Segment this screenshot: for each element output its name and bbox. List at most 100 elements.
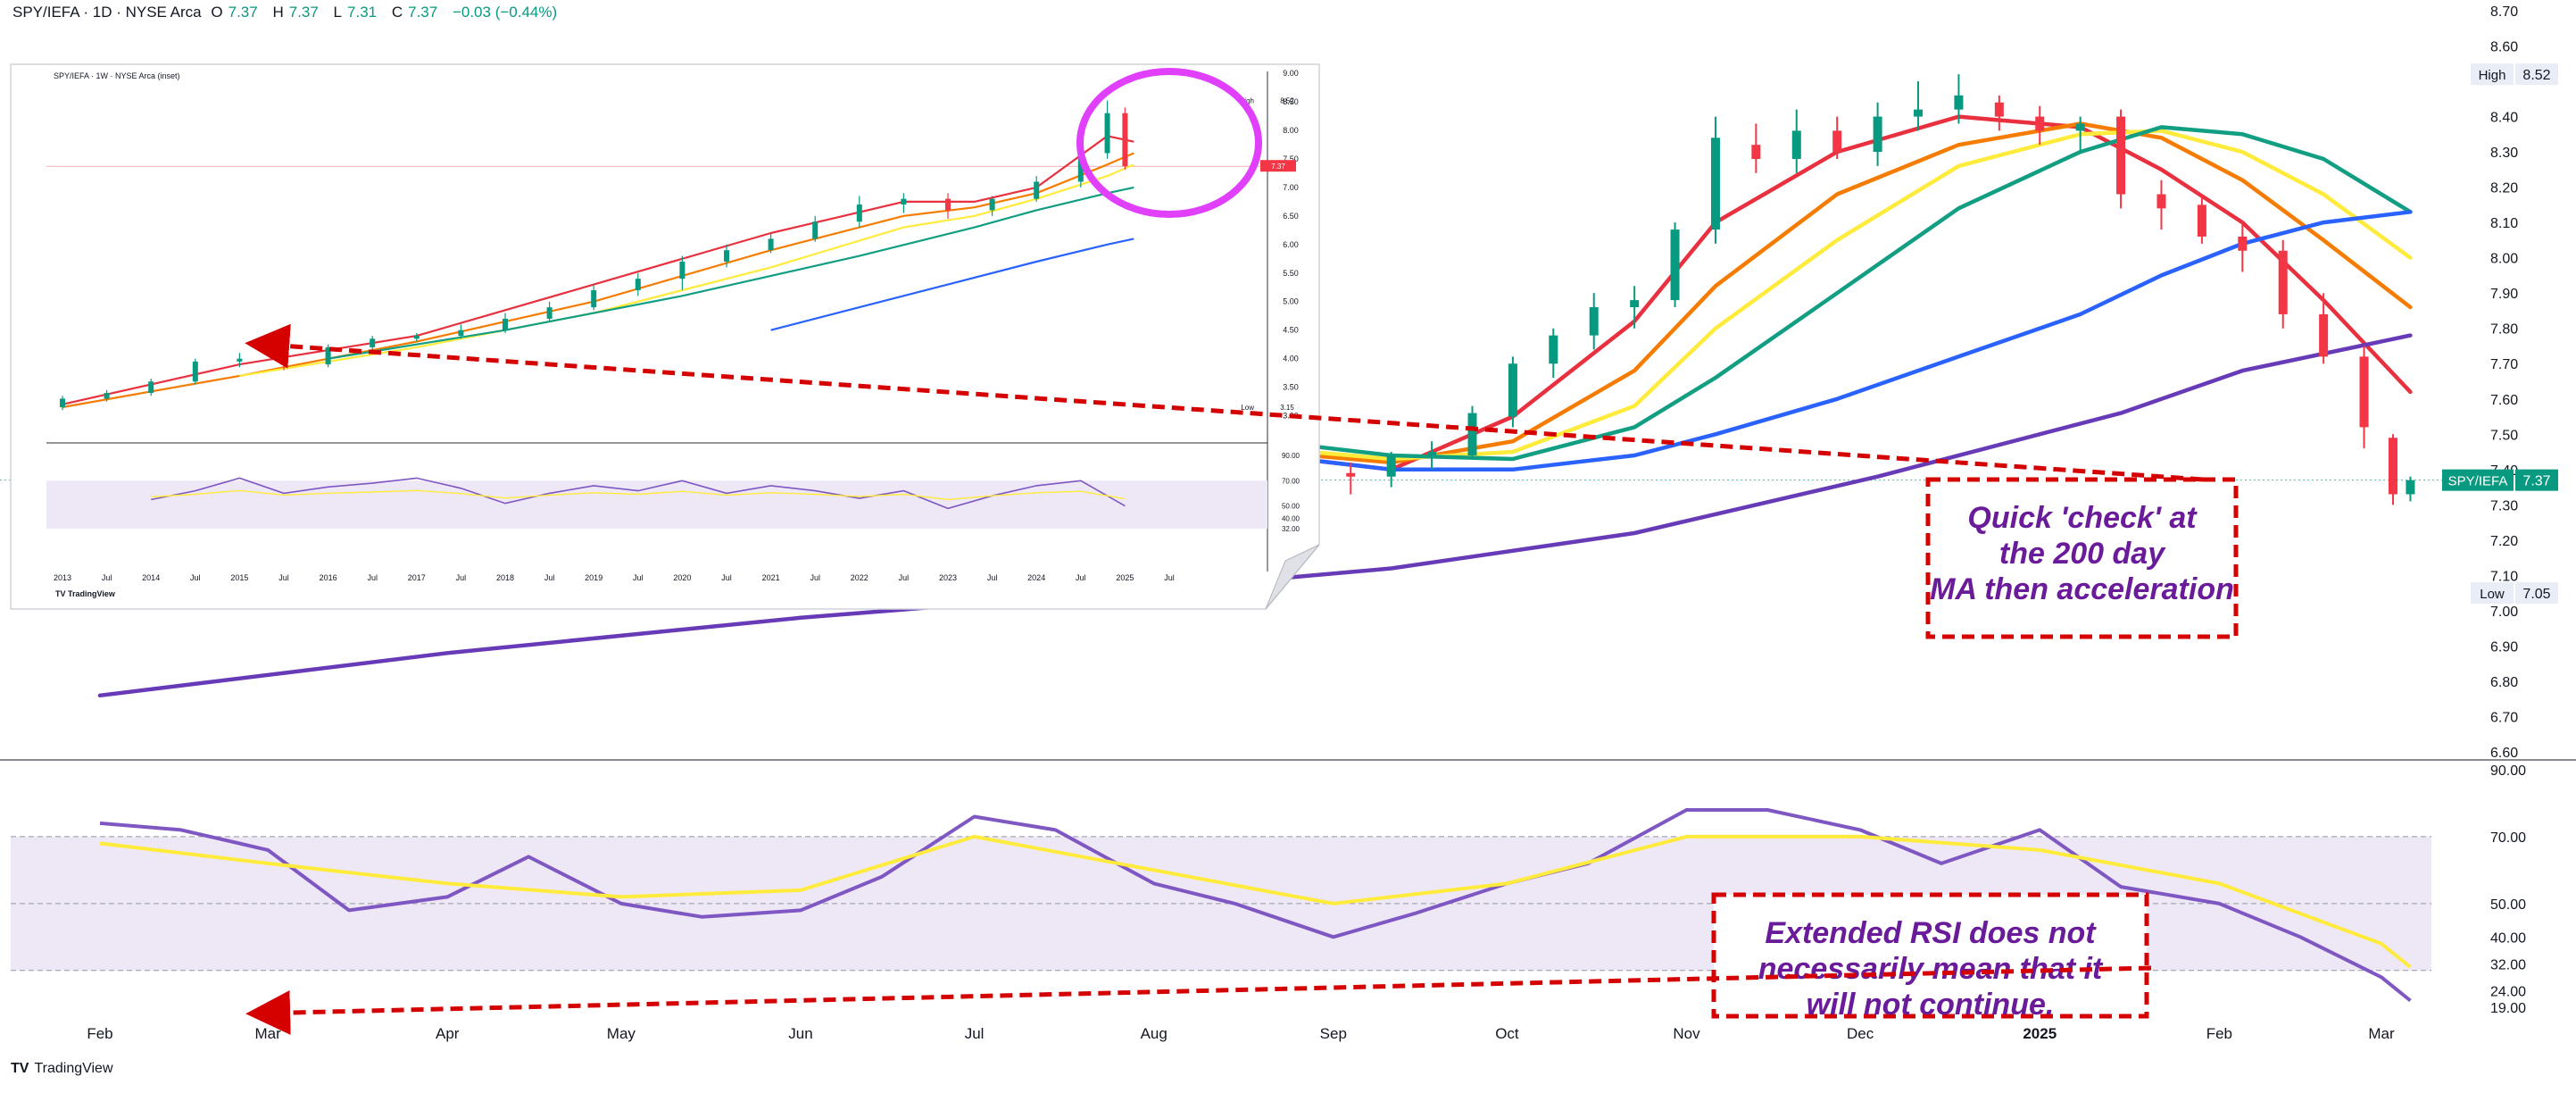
inset-candle-body <box>503 318 508 330</box>
inset-candle-body <box>1034 181 1040 199</box>
inset-candle-body <box>901 198 907 205</box>
time-axis-label: May <box>607 1025 636 1042</box>
inset-time-axis-label: 2016 <box>320 573 337 582</box>
inset-candle-body <box>370 338 376 347</box>
change-readout: −0.03 (−0.44%) <box>452 4 558 21</box>
candle-body <box>2359 356 2369 428</box>
candles-group <box>1265 74 2415 505</box>
annotation-extended-rsi-box <box>1711 892 2149 1019</box>
last-price-value-bg <box>2515 469 2558 491</box>
time-axis-label: Feb <box>2206 1025 2232 1042</box>
rsi-series-line <box>99 834 2412 969</box>
candle-body <box>1994 102 2004 117</box>
inset-candle-body <box>591 289 597 308</box>
inset-candle-body <box>1104 113 1110 154</box>
low-badge-value-bg <box>2515 582 2558 605</box>
candle-body <box>1670 229 1680 301</box>
time-axis-label: Mar <box>254 1025 281 1042</box>
low-badge: Low 7.05 <box>2471 582 2558 605</box>
inset-last-badge: 7.37 <box>1271 163 1285 171</box>
inset-high-label: High <box>1240 97 1254 105</box>
price-axis-label: 7.50 <box>2490 428 2518 443</box>
inset-candle-body <box>768 238 774 251</box>
inset-time-axis-label: Jul <box>810 573 820 582</box>
inset-price-axis-label: 6.00 <box>1283 240 1299 249</box>
price-axis-label: 7.00 <box>2490 605 2518 620</box>
high-readout: H 7.37 <box>272 4 323 21</box>
price-axis-label: 8.40 <box>2490 111 2518 126</box>
inset-candle-body <box>945 198 951 211</box>
inset-page-curl <box>1265 544 1320 610</box>
inset-time-axis-label: 2018 <box>496 573 514 582</box>
rsi-axis-label: 70.00 <box>2490 830 2526 846</box>
candle-body <box>1914 109 1924 117</box>
inset-price-axis-label: 4.50 <box>1283 326 1299 335</box>
inset-candle-body <box>148 381 154 394</box>
inset-time-axis-label: 2023 <box>939 573 957 582</box>
price-axis-label: 7.60 <box>2490 393 2518 408</box>
low-badge-label-bg <box>2471 582 2514 605</box>
inset-candle-body <box>679 261 686 280</box>
inset-candle-body <box>812 221 819 239</box>
inset-moving-average-line <box>328 186 1134 360</box>
inset-time-axis-label: Jul <box>544 573 555 582</box>
open-readout: O 7.37 <box>211 4 262 21</box>
inset-time-axis-label: 2013 <box>54 573 71 582</box>
inset-rsi-band <box>46 480 1267 529</box>
annotation-extended-rsi-text: Extended RSI does not necessarily mean th… <box>1758 916 2104 1022</box>
candle-body <box>1589 307 1599 336</box>
candle-body <box>2388 438 2397 495</box>
time-axis-label: Feb <box>87 1025 112 1042</box>
inset-rsi-axis-label: 40.00 <box>1282 515 1300 523</box>
candle-body <box>1832 130 1842 153</box>
inset-time-axis-label: Jul <box>1076 573 1086 582</box>
tradingview-logo[interactable]: TV TradingView <box>11 1061 113 1077</box>
inset-candle-body <box>104 393 110 399</box>
time-axis-label: Nov <box>1673 1025 1700 1042</box>
candle-body <box>2238 236 2248 251</box>
moving-average-line <box>1267 129 2413 462</box>
price-axis-label: 7.30 <box>2490 498 2518 513</box>
time-axis: Feb Mar Apr May Jun Jul Aug Sep Oct Nov Dec 2025 Feb… <box>87 1025 2395 1042</box>
high-badge-value-bg <box>2515 63 2558 86</box>
rsi-axis-label: 90.00 <box>2490 763 2526 779</box>
inset-time-axis-label: Jul <box>456 573 467 582</box>
candle-body <box>1873 116 1882 153</box>
close-value: 7.37 <box>408 4 438 21</box>
low-value: 7.31 <box>347 4 378 21</box>
inset-time-axis-label: Jul <box>278 573 289 582</box>
inset-price-axis-label: 4.00 <box>1283 355 1299 363</box>
symbol-label[interactable]: SPY/IEFA · 1D · NYSE Arca <box>12 4 202 21</box>
tradingview-logo-text: TradingView <box>34 1061 113 1076</box>
inset-candle-body <box>281 358 287 365</box>
annotation-extended-rsi-text-line: Extended RSI does not <box>1765 916 2097 950</box>
high-badge-label-bg <box>2471 63 2514 86</box>
open-label: O <box>211 4 223 21</box>
inset-moving-average-line <box>770 238 1134 331</box>
moving-average-line <box>1267 114 2413 472</box>
candle-body <box>2075 123 2085 131</box>
inset-rsi-line <box>151 477 1126 510</box>
candle-body <box>1549 335 1558 364</box>
candle-body <box>2116 116 2126 195</box>
time-axis-label: Mar <box>2368 1025 2395 1042</box>
inset-time-axis-label: Jul <box>367 573 378 582</box>
annotation-200-day-ma-text: Quick 'check' at the 200 day MA then accel… <box>1930 501 2234 606</box>
highlight-ring <box>1076 68 1262 218</box>
tradingview-logo-icon: TV <box>11 1061 29 1076</box>
candle-body <box>1427 452 1437 455</box>
inset-price-axis-label: 8.50 <box>1283 97 1299 106</box>
inset-rsi-axis-label: 90.00 <box>1282 452 1300 460</box>
candle-body <box>1630 300 1640 307</box>
inset-candle-body <box>192 361 198 382</box>
high-badge-label: High <box>2479 68 2506 83</box>
price-axis-label: 8.60 <box>2490 40 2518 55</box>
low-badge-label: Low <box>2480 587 2505 602</box>
time-axis-label: Dec <box>1847 1025 1874 1042</box>
inset-time-axis-label: 2014 <box>142 573 160 582</box>
annotation-extended-rsi: Extended RSI does not necessarily mean th… <box>1711 892 2149 1022</box>
inset-weekly-chart: SPY/IEFA · 1W · NYSE Arca (inset) 9.00 8.5… <box>10 63 1320 610</box>
low-readout: L 7.31 <box>334 4 383 21</box>
price-axis-label: 7.90 <box>2490 287 2518 302</box>
